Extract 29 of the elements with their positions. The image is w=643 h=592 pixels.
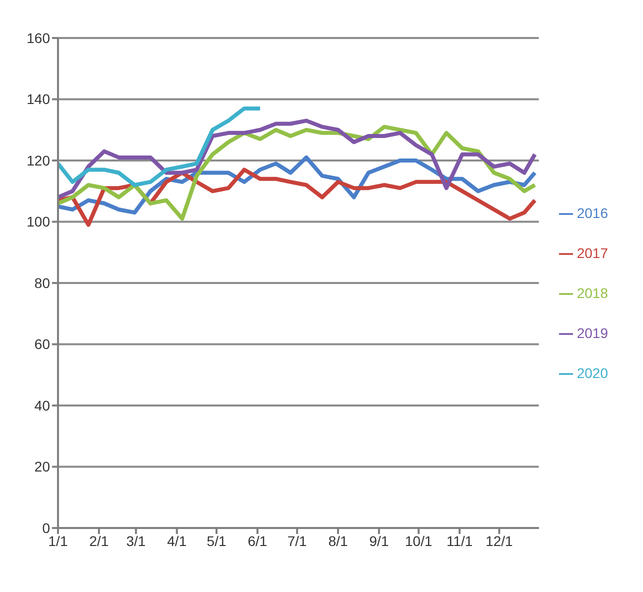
x-tick-label: 10/1 [405,532,432,549]
x-tick-label: 5/1 [206,532,226,549]
x-tick-label: 1/1 [48,532,68,549]
y-tick-label: 140 [26,91,50,108]
x-tick-label: 7/1 [287,532,308,549]
legend-label: 2019 [576,325,608,341]
x-tick-label: 11/1 [446,532,473,549]
y-tick-label: 40 [34,397,50,414]
y-tick-label: 0 [42,520,50,536]
y-tick-label: 60 [34,336,50,352]
x-tick-label: 9/1 [369,532,389,549]
x-tick-label: 8/1 [328,532,348,549]
line-series [58,124,537,221]
line-series [58,106,262,187]
legend-label: 2016 [576,205,608,221]
y-tick-label: 80 [34,274,50,291]
x-tick-label: 12/1 [486,532,514,549]
x-tick-label: 3/1 [126,532,146,549]
legend-label: 2020 [576,365,608,381]
y-tick-label: 100 [26,214,50,230]
legend-label: 2017 [576,245,608,261]
line-series [58,118,537,200]
y-tick-label: 20 [34,458,50,475]
x-tick-label: 4/1 [167,532,187,549]
y-tick-label: 160 [26,30,50,46]
x-tick-label: 2/1 [89,532,109,549]
x-tick-label: 6/1 [248,532,268,549]
y-tick-label: 120 [26,152,50,168]
legend-label: 2018 [576,285,608,301]
